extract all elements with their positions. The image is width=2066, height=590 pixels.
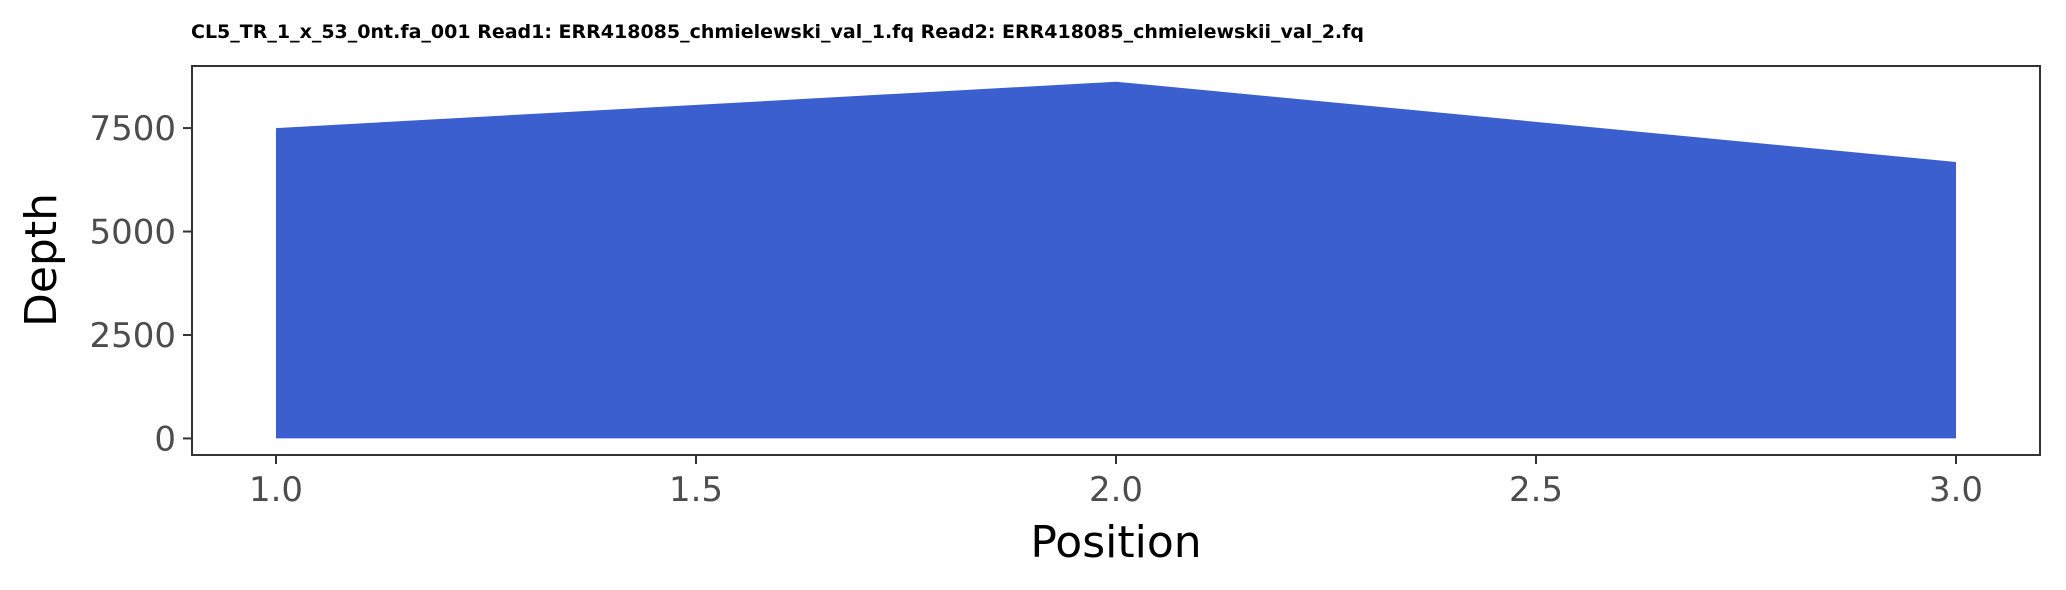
- x-tick-label: 3.0: [1929, 470, 1983, 510]
- x-tick-label: 1.0: [249, 470, 303, 510]
- y-tick-label: 2500: [89, 316, 176, 356]
- y-axis: 0 2500 5000 7500: [89, 109, 192, 459]
- y-tick-label: 0: [154, 419, 176, 459]
- x-tick-label: 2.5: [1509, 470, 1563, 510]
- chart-title: CL5_TR_1_x_53_0nt.fa_001 Read1: ERR41808…: [191, 21, 1364, 43]
- x-axis-title: Position: [1030, 517, 1201, 568]
- y-axis-title: Depth: [16, 193, 67, 327]
- x-tick-label: 1.5: [669, 470, 723, 510]
- depth-area-series: [276, 81, 1956, 439]
- x-axis: 1.0 1.5 2.0 2.5 3.0: [249, 455, 1983, 510]
- y-tick-label: 5000: [89, 213, 176, 253]
- x-tick-label: 2.0: [1089, 470, 1143, 510]
- y-tick-label: 7500: [89, 109, 176, 149]
- plot-area: [191, 65, 2041, 456]
